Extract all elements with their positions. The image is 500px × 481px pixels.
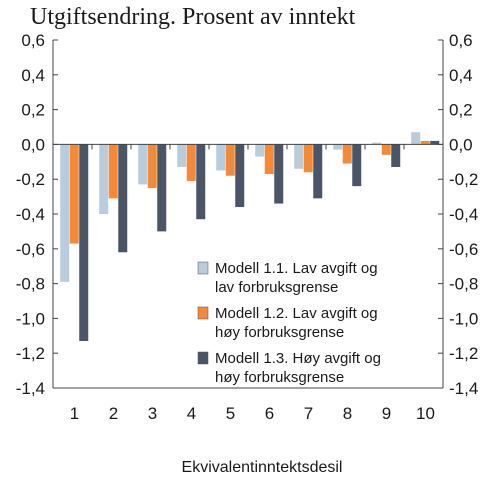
bar	[138, 144, 148, 185]
bar	[255, 144, 265, 157]
bar	[313, 144, 323, 199]
legend-swatch	[197, 306, 209, 320]
legend-label: høy forbruksgrense	[215, 369, 344, 386]
x-tick-label: 8	[343, 404, 352, 423]
bar	[420, 140, 430, 145]
y-tick-label-right: 0,6	[449, 31, 473, 50]
bar	[60, 144, 70, 282]
y-tick-label-right: -0,6	[449, 240, 478, 259]
bar	[79, 144, 89, 342]
y-tick-label-right: 0,4	[449, 66, 473, 85]
bar	[430, 140, 440, 145]
bar	[274, 144, 284, 204]
bar	[196, 144, 206, 220]
x-tick-label: 10	[416, 404, 435, 423]
y-tick-label-right: -0,4	[449, 205, 478, 224]
bar	[333, 144, 343, 150]
x-tick-label: 6	[265, 404, 274, 423]
x-tick-label: 7	[304, 404, 313, 423]
chart-title: Utgiftsendring. Prosent av inntekt	[30, 4, 356, 30]
y-tick-label-left: -0,2	[16, 170, 45, 189]
y-tick-label-left: -0,8	[16, 275, 45, 294]
y-tick-label-left: 0,6	[21, 31, 45, 50]
y-axis-right: 0,6 0,4 0,2 0,0 -0,2 -0,4 -0,6 -0,8 -1,0 -1,2 -1,4	[438, 31, 478, 398]
bar	[99, 144, 109, 214]
y-tick-label-left: 0,2	[21, 101, 45, 120]
legend: Modell 1.1. Lav avgift og lav forbruksgre…	[197, 260, 381, 386]
bar	[411, 132, 421, 145]
x-tick-label: 9	[382, 404, 391, 423]
bar	[147, 144, 157, 188]
x-tick-label: 2	[109, 404, 118, 423]
y-tick-label-left: -0,6	[16, 240, 45, 259]
y-tick-label-left: -1,2	[16, 344, 45, 363]
bar	[303, 144, 313, 173]
y-tick-label-right: -1,4	[449, 379, 478, 398]
legend-swatch	[197, 261, 209, 275]
legend-label: Modell 1.1. Lav avgift og	[215, 260, 378, 277]
x-axis: 1 2 3 4 5 6 7 8 9 10	[70, 404, 435, 423]
bar	[391, 144, 401, 168]
legend-label: høy forbruksgrense	[215, 324, 344, 341]
bar	[177, 144, 187, 168]
plot-area	[52, 40, 444, 389]
legend-label: Modell 1.3. Høy avgift og	[215, 350, 381, 367]
bar	[372, 142, 382, 145]
bar	[381, 144, 391, 155]
y-tick-label-left: -0,4	[16, 205, 45, 224]
y-tick-label-right: -1,0	[449, 309, 478, 328]
x-axis-label: Ekvivalentinntektsdesil	[182, 459, 343, 476]
y-tick-label-left: -1,4	[16, 379, 45, 398]
y-tick-label-right: -0,8	[449, 275, 478, 294]
y-tick-label-right: 0,2	[449, 101, 473, 120]
y-tick-label-right: 0,0	[449, 135, 473, 154]
bar	[235, 144, 245, 208]
bar	[352, 144, 362, 187]
bar	[264, 144, 274, 174]
x-tick-label: 1	[70, 404, 79, 423]
x-tick-label: 4	[187, 404, 196, 423]
bar	[157, 144, 167, 232]
bar	[69, 144, 79, 244]
legend-swatch	[197, 351, 209, 365]
bar	[118, 144, 128, 253]
x-tick-label: 5	[226, 404, 235, 423]
y-tick-label-left: -1,0	[16, 309, 45, 328]
y-tick-label-left: 0,4	[21, 66, 45, 85]
y-axis-left: 0,6 0,4 0,2 0,0 -0,2 -0,4 -0,6 -0,8 -1,0 -1,2 -1,4	[16, 31, 58, 398]
bar	[225, 144, 235, 176]
y-tick-label-right: -1,2	[449, 344, 478, 363]
bar	[342, 144, 352, 164]
bar	[216, 144, 226, 171]
x-tick-label: 3	[148, 404, 157, 423]
legend-label: lav forbruksgrense	[215, 279, 338, 296]
bar	[108, 144, 118, 199]
legend-label: Modell 1.2. Lav avgift og	[215, 305, 378, 322]
bar	[294, 144, 304, 169]
y-tick-label-right: -0,2	[449, 170, 478, 189]
y-tick-label-left: 0,0	[21, 135, 45, 154]
bar	[186, 144, 196, 181]
